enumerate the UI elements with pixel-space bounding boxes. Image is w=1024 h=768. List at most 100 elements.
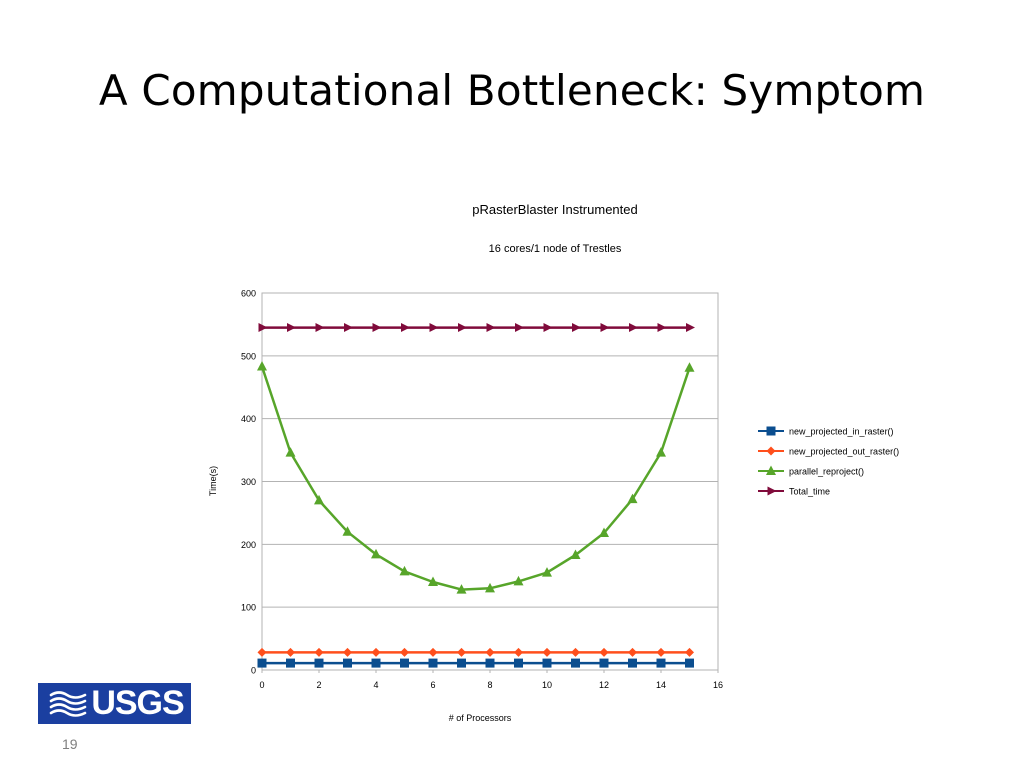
data-point (286, 658, 295, 668)
data-point (486, 323, 496, 333)
data-point (656, 647, 666, 657)
data-point (543, 323, 553, 333)
legend-label: new_projected_out_raster() (789, 447, 899, 457)
x-tick-label: 4 (373, 680, 378, 690)
data-point (572, 323, 581, 333)
data-point (342, 526, 353, 536)
y-tick-label: 0 (251, 666, 256, 676)
data-point (401, 323, 410, 333)
data-point (429, 323, 439, 333)
usgs-logo-text: USGS (91, 684, 184, 722)
data-point (542, 658, 552, 668)
data-point (315, 323, 325, 333)
data-point (684, 362, 695, 372)
usgs-wave-icon (50, 690, 87, 717)
y-tick-label: 500 (241, 351, 256, 361)
data-point (400, 647, 409, 657)
data-point (400, 658, 409, 668)
data-point (628, 647, 637, 657)
data-point (656, 447, 666, 457)
data-point (257, 361, 267, 371)
data-point (514, 647, 523, 657)
data-point (514, 658, 523, 668)
chart-title: pRasterBlaster Instrumented (472, 202, 637, 217)
data-point (542, 647, 552, 657)
data-point (485, 647, 495, 657)
data-point (686, 323, 695, 333)
y-tick-label: 200 (241, 540, 256, 550)
data-point (515, 323, 524, 333)
data-point (456, 584, 467, 594)
data-point (372, 323, 382, 333)
data-point (257, 658, 267, 668)
legend-marker (766, 446, 776, 456)
x-tick-label: 14 (656, 680, 666, 690)
data-point (314, 658, 324, 668)
data-point (628, 658, 637, 668)
data-point (657, 323, 667, 333)
data-point (428, 576, 438, 587)
data-point (513, 575, 524, 586)
data-point (371, 548, 381, 559)
data-point (258, 323, 268, 333)
usgs-logo: USGS (38, 683, 191, 724)
data-point (428, 658, 438, 668)
x-tick-label: 0 (259, 680, 264, 690)
data-point (314, 647, 324, 657)
data-point (542, 567, 552, 577)
data-point (257, 647, 267, 657)
data-point (656, 658, 666, 668)
data-point (627, 493, 638, 504)
slide-number: 19 (62, 736, 78, 752)
y-axis-label: Time(s) (208, 466, 218, 496)
data-point (485, 582, 495, 593)
legend-marker (766, 426, 776, 436)
chart-subtitle: 16 cores/1 node of Trestles (489, 243, 622, 255)
x-axis-label: # of Processors (449, 713, 512, 723)
x-tick-label: 6 (430, 680, 435, 690)
data-point (371, 658, 381, 668)
data-point (570, 549, 581, 560)
data-point (344, 323, 353, 333)
legend-label: parallel_reproject() (789, 467, 864, 477)
data-point (285, 447, 296, 457)
x-tick-label: 10 (542, 680, 552, 690)
legend-label: Total_time (789, 487, 830, 497)
data-point (428, 647, 438, 657)
chart-legend: new_projected_in_raster() new_projected_o… (758, 426, 899, 497)
data-point (287, 323, 296, 333)
x-tick-label: 2 (316, 680, 321, 690)
y-tick-label: 400 (241, 414, 256, 424)
data-point (629, 323, 638, 333)
data-point (286, 647, 295, 657)
data-point (685, 647, 694, 657)
plot-area: 0 100 200 300 400 500 600 0 2 4 6 8 10 12 14 16 (241, 289, 723, 691)
y-tick-label: 600 (241, 289, 256, 299)
data-point (399, 565, 410, 576)
data-point (371, 647, 381, 657)
data-point (314, 494, 324, 505)
slide-title: A Computational Bottleneck: Symptom (98, 66, 926, 115)
data-point (485, 658, 495, 668)
data-point (599, 658, 609, 668)
data-point (571, 658, 580, 668)
x-tick-label: 8 (487, 680, 492, 690)
y-tick-label: 100 (241, 603, 256, 613)
data-point (599, 527, 609, 538)
data-point (685, 658, 694, 668)
data-point (343, 658, 352, 668)
data-point (457, 647, 466, 657)
legend-label: new_projected_in_raster() (789, 427, 894, 437)
data-point (571, 647, 580, 657)
x-tick-label: 12 (599, 680, 609, 690)
data-point (457, 658, 466, 668)
y-tick-label: 300 (241, 477, 256, 487)
legend-marker (766, 465, 776, 475)
data-point (599, 647, 609, 657)
data-point (458, 323, 467, 333)
data-point (343, 647, 352, 657)
x-tick-label: 16 (713, 680, 723, 690)
series-line (260, 366, 691, 591)
legend-marker (767, 486, 777, 496)
